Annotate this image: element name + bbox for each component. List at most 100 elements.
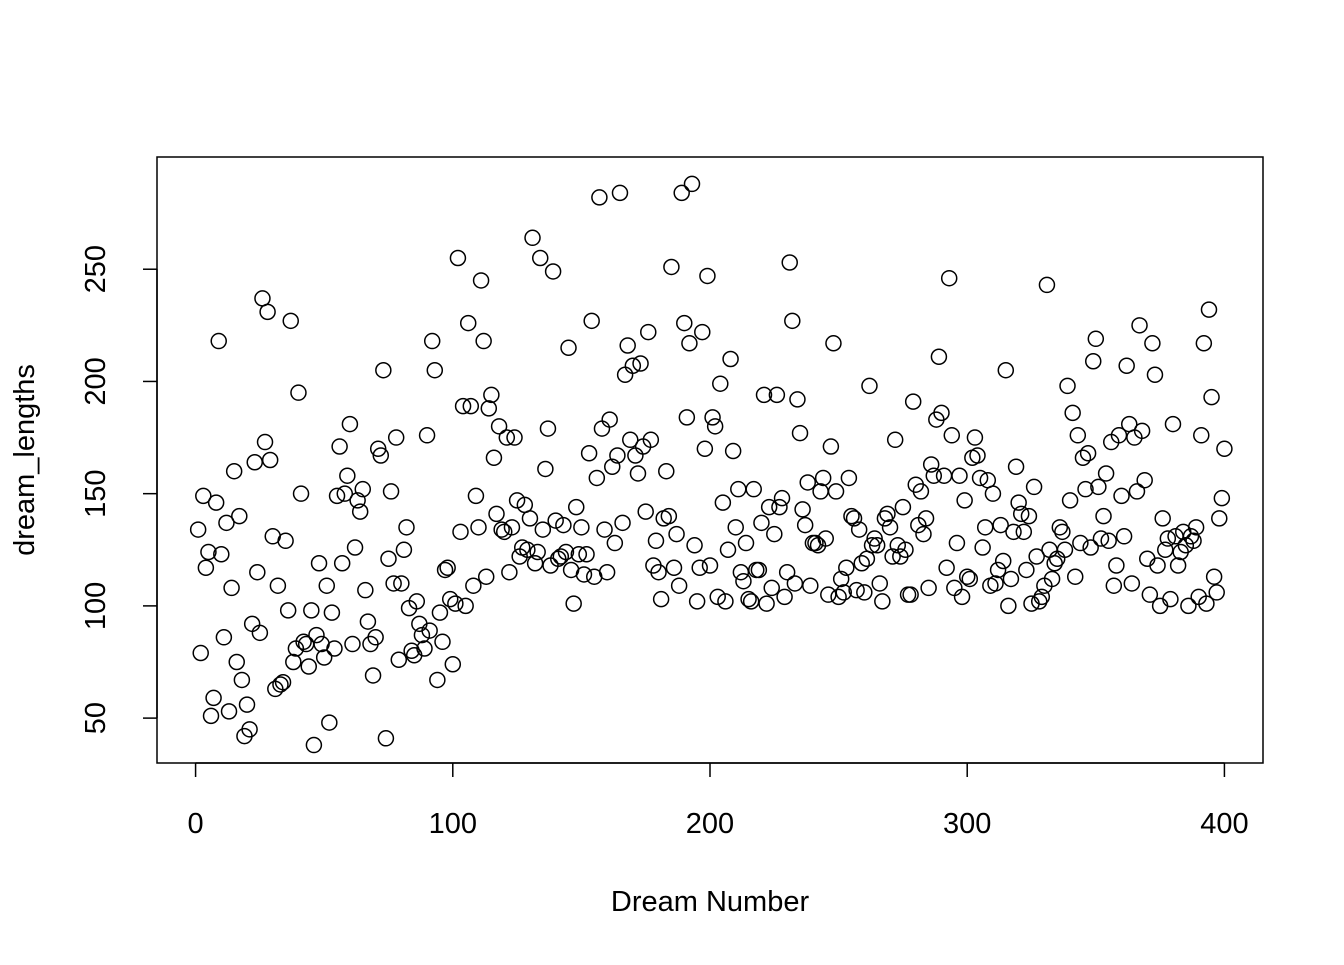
- data-point: [441, 590, 459, 608]
- data-point: [956, 492, 973, 509]
- data-point: [701, 557, 719, 574]
- data-point: [269, 577, 287, 594]
- data-point: [827, 483, 845, 500]
- data-point: [1095, 507, 1112, 525]
- data-point: [225, 462, 243, 480]
- data-point: [398, 519, 415, 536]
- data-point: [611, 184, 629, 202]
- data-point: [498, 429, 516, 446]
- data-point: [632, 355, 649, 372]
- data-point: [462, 397, 480, 415]
- data-point: [740, 590, 757, 608]
- data-point: [539, 420, 557, 437]
- data-point: [501, 563, 518, 581]
- data-point: [802, 577, 819, 594]
- data-point: [1056, 541, 1074, 559]
- data-point: [699, 267, 716, 285]
- data-point: [1195, 335, 1213, 352]
- data-point: [205, 689, 222, 707]
- data-point: [712, 375, 729, 392]
- data-point: [879, 505, 896, 523]
- data-point: [835, 584, 852, 601]
- data-point: [555, 516, 572, 534]
- x-tick-label: 0: [188, 808, 204, 840]
- data-point: [951, 467, 968, 484]
- data-point: [524, 229, 541, 247]
- data-point: [688, 593, 706, 610]
- data-point: [531, 249, 549, 267]
- data-point: [714, 494, 732, 511]
- data-point: [418, 427, 436, 444]
- data-point: [290, 384, 307, 401]
- data-point: [660, 507, 678, 525]
- data-point: [421, 622, 438, 639]
- data-point: [249, 563, 266, 581]
- y-tick-label: 150: [80, 469, 112, 517]
- data-point: [1018, 561, 1035, 579]
- data-point: [933, 404, 950, 422]
- data-point: [1151, 597, 1169, 615]
- data-point: [521, 510, 539, 527]
- data-point: [776, 588, 793, 606]
- data-point: [755, 386, 773, 404]
- data-point: [1198, 595, 1215, 612]
- data-point: [259, 303, 276, 321]
- data-point: [825, 335, 842, 352]
- data-point: [1162, 590, 1179, 608]
- data-point: [850, 521, 868, 538]
- data-point: [1118, 357, 1135, 374]
- data-point: [640, 323, 657, 341]
- data-point: [997, 361, 1015, 379]
- data-point: [1090, 478, 1107, 496]
- data-point: [591, 189, 608, 206]
- data-point: [884, 548, 901, 565]
- data-point: [868, 537, 886, 554]
- data-point: [938, 559, 955, 576]
- data-point: [915, 525, 932, 543]
- data-point: [544, 263, 562, 280]
- data-point: [336, 485, 354, 502]
- data-point: [994, 552, 1012, 570]
- data-point: [794, 501, 811, 518]
- data-point: [1203, 388, 1220, 406]
- data-point: [560, 339, 577, 357]
- data-point: [1205, 568, 1223, 585]
- data-point: [663, 258, 680, 276]
- data-point: [732, 563, 750, 581]
- data-point: [1020, 507, 1038, 525]
- data-point: [889, 537, 907, 554]
- data-point: [413, 626, 431, 644]
- data-point: [881, 519, 899, 536]
- data-point: [1141, 586, 1159, 603]
- data-point: [1144, 335, 1161, 352]
- data-point: [1149, 557, 1166, 574]
- data-point: [1030, 593, 1048, 610]
- data-point: [459, 314, 477, 332]
- data-point: [447, 595, 464, 612]
- data-point: [745, 480, 762, 498]
- data-point: [976, 519, 994, 536]
- data-point: [799, 474, 816, 491]
- data-point: [354, 480, 372, 498]
- data-point: [658, 462, 675, 480]
- data-point: [1092, 530, 1110, 547]
- data-point: [351, 503, 369, 520]
- data-point: [958, 568, 976, 585]
- data-point: [429, 671, 446, 689]
- data-point: [279, 602, 297, 619]
- data-point: [1061, 492, 1079, 509]
- data-point: [902, 586, 919, 603]
- data-point: [318, 577, 336, 594]
- data-point: [1059, 377, 1076, 395]
- data-point: [894, 498, 912, 516]
- data-point: [925, 467, 943, 484]
- data-point: [1177, 537, 1195, 554]
- data-point: [251, 624, 269, 642]
- data-point: [1005, 523, 1022, 541]
- data-point: [1164, 415, 1182, 433]
- data-point: [195, 487, 212, 505]
- data-point: [480, 400, 498, 417]
- data-point: [493, 521, 510, 538]
- data-point: [339, 467, 356, 484]
- data-point: [380, 550, 397, 568]
